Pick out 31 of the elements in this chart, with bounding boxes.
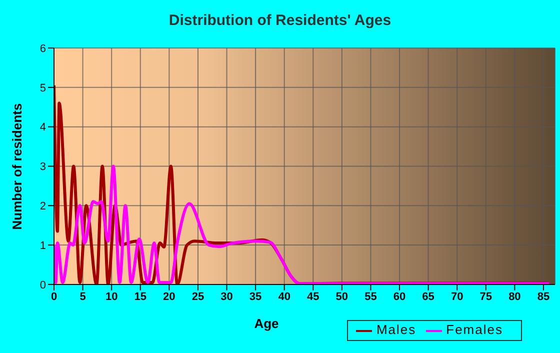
chart-title: Distribution of Residents' Ages [168,12,392,29]
x-tick-label: 0 [50,291,58,304]
x-tick-label: 35 [249,291,262,304]
y-tick-label: 4 [40,122,46,134]
x-tick-label: 70 [450,291,464,304]
x-tick-label: 15 [134,291,147,304]
x-tick-label: 30 [220,291,233,304]
y-tick-label: 0 [40,279,46,292]
x-tick-label: 45 [307,291,320,304]
y-tick-label: 5 [40,82,46,94]
x-tick-label: 55 [364,291,377,304]
y-tick-label: 6 [40,42,46,55]
x-tick-label: 65 [422,291,434,304]
legend-label: Males [376,322,416,338]
legend-label: Females [446,322,503,338]
y-tick-label: 3 [40,161,46,174]
x-axis-title: Age [254,316,279,331]
y-tick-label: 2 [40,200,46,213]
y-axis-title: Number of residents [10,103,25,230]
x-tick-label: 20 [163,291,176,304]
y-tick-label: 1 [40,240,46,252]
x-tick-label: 75 [480,291,492,304]
x-tick-label: 85 [537,291,550,304]
x-tick-label: 25 [192,291,204,304]
x-tick-label: 10 [105,291,118,304]
x-tick-label: 40 [278,291,290,304]
x-tick-label: 80 [508,291,521,304]
x-tick-label: 5 [80,291,86,304]
x-tick-label: 60 [393,291,406,304]
x-tick-label: 50 [336,291,348,304]
line-series [54,164,551,284]
